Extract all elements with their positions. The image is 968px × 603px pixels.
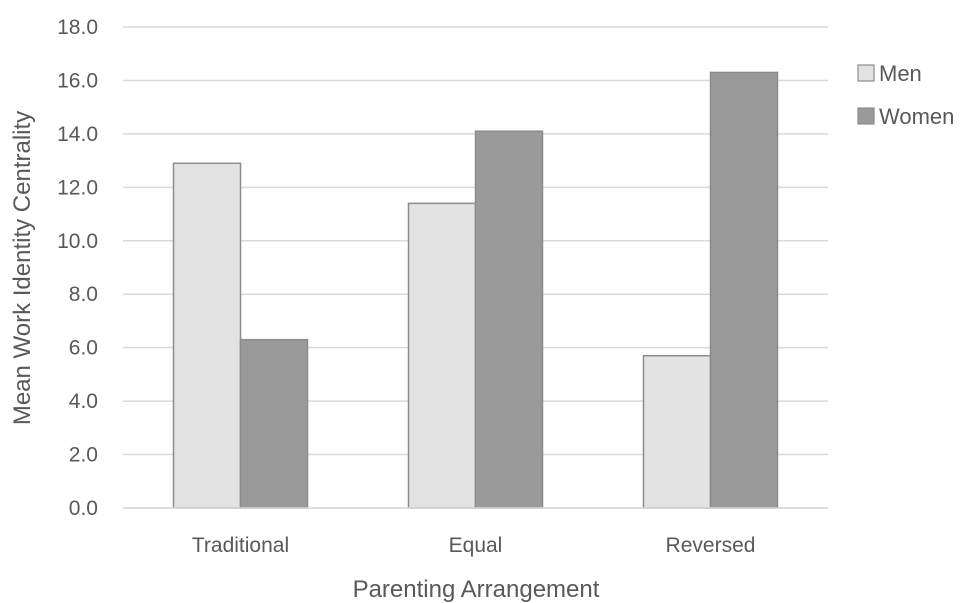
x-axis-title: Parenting Arrangement [353, 576, 600, 603]
y-tick-label: 16.0 [57, 69, 98, 92]
y-tick-label: 0.0 [69, 497, 98, 520]
y-tick-label: 2.0 [69, 444, 98, 467]
bar-men-reversed [642, 354, 712, 509]
bar-men-equal [407, 202, 477, 509]
bar-men-traditional [172, 162, 242, 509]
legend-label-men: Men [879, 61, 922, 86]
y-axis-tick-labels: 0.0 2.0 4.0 6.0 8.0 10.0 12.0 14.0 16.0 18.0 [57, 16, 98, 520]
x-tick-label: Equal [449, 534, 503, 557]
y-tick-label: 6.0 [69, 337, 98, 360]
bar-women-traditional [239, 338, 309, 509]
bar-women-equal [474, 130, 544, 509]
x-tick-label: Traditional [192, 534, 289, 557]
y-tick-label: 8.0 [69, 283, 98, 306]
y-tick-label: 14.0 [57, 123, 98, 146]
legend: Men Women [857, 61, 954, 129]
bars [123, 71, 828, 509]
y-tick-label: 10.0 [57, 230, 98, 253]
legend-label-women: Women [879, 104, 954, 129]
y-tick-label: 18.0 [57, 16, 98, 39]
y-tick-label: 12.0 [57, 176, 98, 199]
legend-swatch-women [857, 107, 875, 125]
bar-women-reversed [709, 71, 779, 509]
y-axis-title: Mean Work Identity Centrality [9, 111, 36, 425]
x-tick-label: Reversed [666, 534, 756, 557]
x-axis-tick-labels: Traditional Equal Reversed [192, 534, 756, 557]
y-tick-label: 4.0 [69, 390, 98, 413]
legend-swatch-men [857, 64, 875, 82]
